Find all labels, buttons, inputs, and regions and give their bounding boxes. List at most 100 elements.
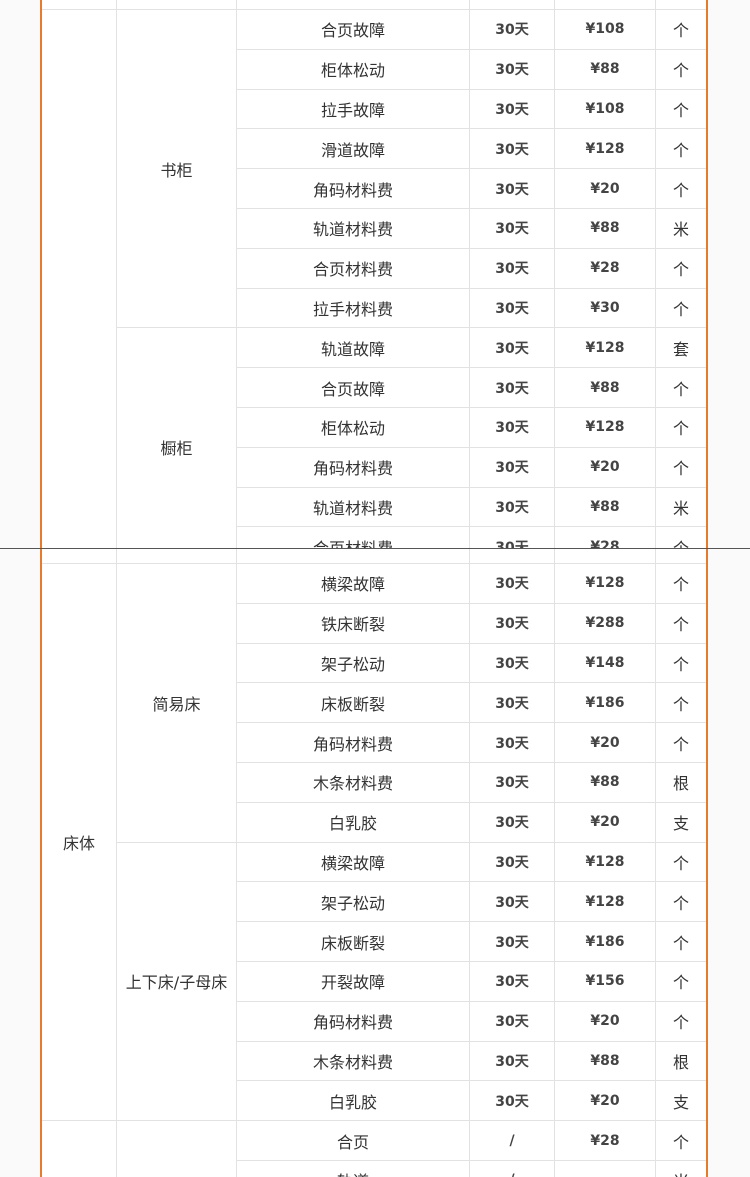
item-cell: 合页 [237, 1121, 470, 1161]
period-cell: 30天 [470, 248, 555, 289]
table-panel: 床体 简易床 横梁故障 30天 ¥128 个铁床断裂 30天 ¥288 个架子松动 30天 ¥148… [0, 549, 750, 1177]
period-cell: 30天 [470, 643, 555, 684]
cell [656, 0, 707, 10]
item-cell: 轨道 [237, 1161, 470, 1177]
period-cell: 30天 [470, 487, 555, 528]
price-cell: ¥28 [555, 1121, 656, 1161]
unit-cell: 米 [656, 209, 707, 249]
price-cell: ¥20 [555, 802, 656, 843]
period-cell: 30天 [470, 1081, 555, 1122]
item-cell: 滑道故障 [237, 129, 470, 170]
price-cell: ¥88 [555, 49, 656, 90]
unit-cell: 支 [656, 802, 707, 843]
unit-cell: 个 [656, 1121, 707, 1161]
unit-cell: 根 [656, 763, 707, 803]
price-cell: ¥128 [555, 408, 656, 448]
price-cell: ¥108 [555, 10, 656, 50]
edge-left [40, 0, 42, 1177]
item-cell: 横梁故障 [237, 842, 470, 883]
unit-cell: 个 [656, 169, 707, 209]
price-cell: ¥88 [555, 1041, 656, 1082]
category-cell: 床体 [42, 564, 117, 1122]
price-cell: ¥88 [555, 487, 656, 528]
price-cell: ¥128 [555, 564, 656, 604]
period-cell: 30天 [470, 802, 555, 843]
group-cell: 橱柜 [117, 328, 237, 549]
price-cell: ¥156 [555, 962, 656, 1002]
period-cell: 30天 [470, 527, 555, 549]
item-cell: 白乳胶 [237, 802, 470, 843]
unit-cell: 个 [656, 527, 707, 549]
group-cell [117, 1121, 237, 1177]
splice-line [0, 548, 750, 549]
unit-cell: 个 [656, 288, 707, 329]
period-cell: / [470, 1161, 555, 1177]
price-cell: ¥20 [555, 169, 656, 209]
item-cell: 合页材料费 [237, 527, 470, 549]
period-cell: 30天 [470, 89, 555, 130]
price-cell: ¥128 [555, 328, 656, 369]
item-cell: 架子松动 [237, 643, 470, 684]
cell [470, 0, 555, 10]
price-cell: ¥288 [555, 603, 656, 644]
unit-cell: 个 [656, 842, 707, 883]
item-cell: 角码材料费 [237, 169, 470, 209]
unit-cell: 个 [656, 683, 707, 724]
item-cell: 轨道材料费 [237, 487, 470, 528]
unit-cell: 个 [656, 447, 707, 488]
cell [656, 549, 707, 564]
item-cell: 角码材料费 [237, 1001, 470, 1042]
unit-cell: 个 [656, 603, 707, 644]
item-cell: 合页故障 [237, 10, 470, 50]
unit-cell: 个 [656, 49, 707, 90]
group-cell: 简易床 [117, 564, 237, 843]
price-cell: ¥128 [555, 842, 656, 883]
item-cell: 木条材料费 [237, 763, 470, 803]
cell [42, 0, 117, 10]
unit-cell: 个 [656, 129, 707, 170]
item-cell: 轨道材料费 [237, 209, 470, 249]
item-cell: 铁床断裂 [237, 603, 470, 644]
group-cell: 上下床/子母床 [117, 842, 237, 1122]
item-cell: 合页故障 [237, 368, 470, 408]
item-cell: 床板断裂 [237, 683, 470, 724]
price-cell: ¥20 [555, 447, 656, 488]
price-cell: ¥20 [555, 723, 656, 763]
item-cell: 柜体松动 [237, 408, 470, 448]
cell [555, 549, 656, 564]
unit-cell: 个 [656, 89, 707, 130]
item-cell: 轨道故障 [237, 328, 470, 369]
period-cell: 30天 [470, 288, 555, 329]
group-cell: 书柜 [117, 10, 237, 329]
price-cell: ¥186 [555, 922, 656, 962]
cell [117, 0, 237, 10]
unit-cell: 米 [656, 1161, 707, 1177]
price-cell: ¥88 [555, 763, 656, 803]
period-cell: 30天 [470, 10, 555, 50]
unit-cell: 个 [656, 962, 707, 1002]
price-cell: ¥28 [555, 527, 656, 549]
price-cell: ¥128 [555, 129, 656, 170]
item-cell: 木条材料费 [237, 1041, 470, 1082]
unit-cell: 个 [656, 922, 707, 962]
unit-cell: 个 [656, 882, 707, 923]
period-cell: 30天 [470, 564, 555, 604]
item-cell: 开裂故障 [237, 962, 470, 1002]
unit-cell: 个 [656, 10, 707, 50]
unit-cell: 个 [656, 1001, 707, 1042]
period-cell: 30天 [470, 842, 555, 883]
period-cell: 30天 [470, 763, 555, 803]
period-cell: 30天 [470, 922, 555, 962]
cell [470, 549, 555, 564]
item-cell: 拉手故障 [237, 89, 470, 130]
unit-cell: 个 [656, 723, 707, 763]
unit-cell: 支 [656, 1081, 707, 1122]
cell [555, 0, 656, 10]
price-cell: ¥30 [555, 288, 656, 329]
period-cell: 30天 [470, 328, 555, 369]
price-cell: ¥148 [555, 643, 656, 684]
period-cell: 30天 [470, 882, 555, 923]
unit-cell: 个 [656, 564, 707, 604]
item-cell: 床板断裂 [237, 922, 470, 962]
item-cell: 柜体松动 [237, 49, 470, 90]
